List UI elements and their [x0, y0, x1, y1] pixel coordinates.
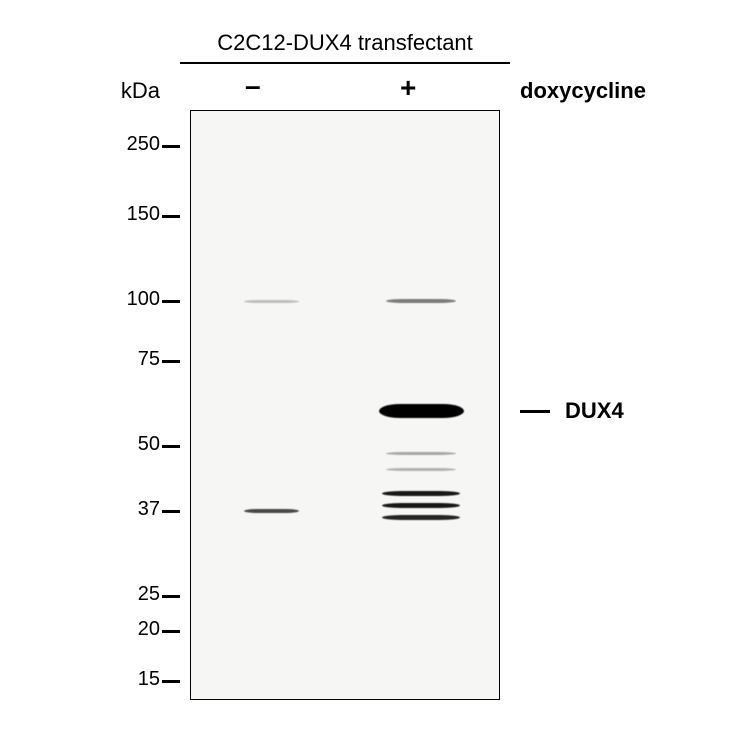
marker-tick-15 [162, 680, 180, 683]
marker-tick-20 [162, 630, 180, 633]
band-5 [382, 491, 460, 496]
target-band-label: DUX4 [565, 398, 624, 424]
band-1 [244, 300, 299, 303]
kda-label: kDa [100, 78, 160, 104]
sample-header-underline [180, 62, 510, 64]
band-3 [386, 452, 456, 455]
band-7 [382, 515, 460, 520]
treatment-label: doxycycline [520, 78, 646, 104]
lane-plus-symbol: + [400, 72, 416, 104]
marker-label-100: 100 [127, 288, 160, 311]
lane-minus-symbol: – [245, 70, 261, 102]
marker-label-75: 75 [138, 348, 160, 371]
band-8 [244, 509, 299, 513]
marker-tick-250 [162, 145, 180, 148]
marker-tick-37 [162, 510, 180, 513]
western-blot-figure: C2C12-DUX4 transfectant kDa – + doxycycl… [0, 0, 750, 750]
band-6 [382, 503, 460, 508]
marker-label-250: 250 [127, 133, 160, 156]
marker-tick-75 [162, 360, 180, 363]
band-0 [386, 299, 456, 303]
marker-tick-50 [162, 445, 180, 448]
marker-label-37: 37 [138, 498, 160, 521]
marker-label-25: 25 [138, 583, 160, 606]
sample-header-label: C2C12-DUX4 transfectant [190, 30, 500, 56]
marker-label-150: 150 [127, 203, 160, 226]
marker-tick-25 [162, 595, 180, 598]
marker-label-50: 50 [138, 433, 160, 456]
target-band-tick [520, 410, 550, 413]
band-4 [386, 468, 456, 471]
blot-membrane [190, 110, 500, 700]
marker-tick-100 [162, 300, 180, 303]
band-2 [379, 404, 464, 418]
marker-label-15: 15 [138, 668, 160, 691]
marker-label-20: 20 [138, 618, 160, 641]
marker-tick-150 [162, 215, 180, 218]
